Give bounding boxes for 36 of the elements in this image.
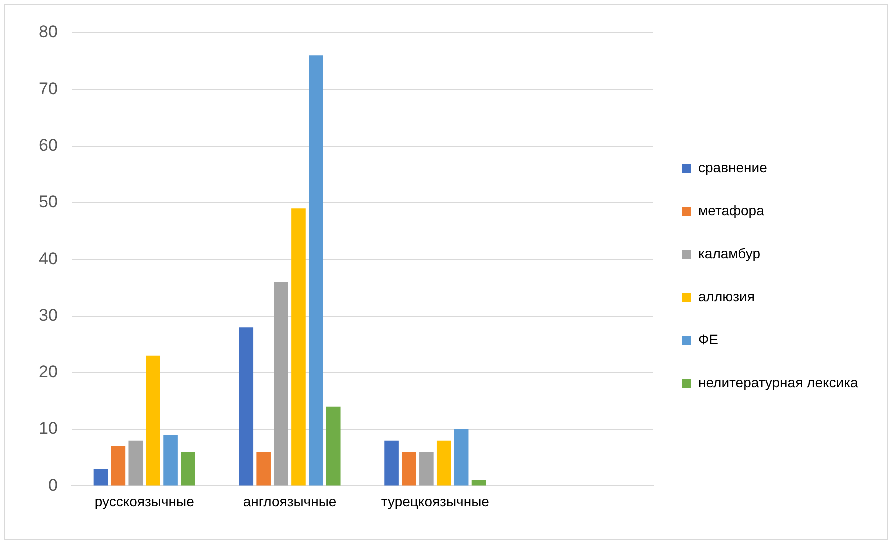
y-tick-label: 0 (48, 476, 58, 495)
bar (292, 208, 306, 486)
y-tick-label: 80 (38, 22, 58, 42)
bar (181, 452, 196, 486)
legend-label: ФЕ (698, 331, 718, 348)
bar (454, 430, 469, 486)
bar (384, 440, 399, 486)
bar (420, 452, 434, 486)
y-tick-label: 70 (38, 79, 58, 98)
bar (164, 435, 178, 486)
legend-label: сравнение (698, 159, 768, 176)
legend-label: метафора (698, 202, 765, 218)
y-tick-label: 50 (38, 192, 58, 212)
legend-label: нелитературная лексика (698, 374, 859, 390)
bar (146, 356, 160, 486)
bar (111, 446, 126, 486)
bar (309, 56, 324, 486)
bar (402, 452, 416, 486)
y-tick-label: 40 (38, 249, 58, 268)
x-tick-label: турецкоязычные (381, 493, 490, 510)
y-tick-label: 30 (38, 306, 58, 325)
legend-label: аллюзия (698, 288, 755, 304)
bar (239, 328, 254, 486)
legend-label: каламбур (698, 245, 761, 262)
bar (128, 440, 144, 486)
bar (256, 452, 271, 486)
bar (94, 469, 108, 486)
bar (472, 480, 486, 486)
x-tick-label: англоязычные (243, 493, 337, 510)
bar (326, 406, 341, 486)
x-tick-label: русскоязычные (94, 493, 195, 510)
bar (436, 440, 452, 486)
y-tick-label: 10 (38, 419, 58, 438)
bar (274, 282, 288, 486)
y-tick-label: 60 (38, 136, 58, 155)
y-tick-label: 20 (38, 362, 58, 382)
